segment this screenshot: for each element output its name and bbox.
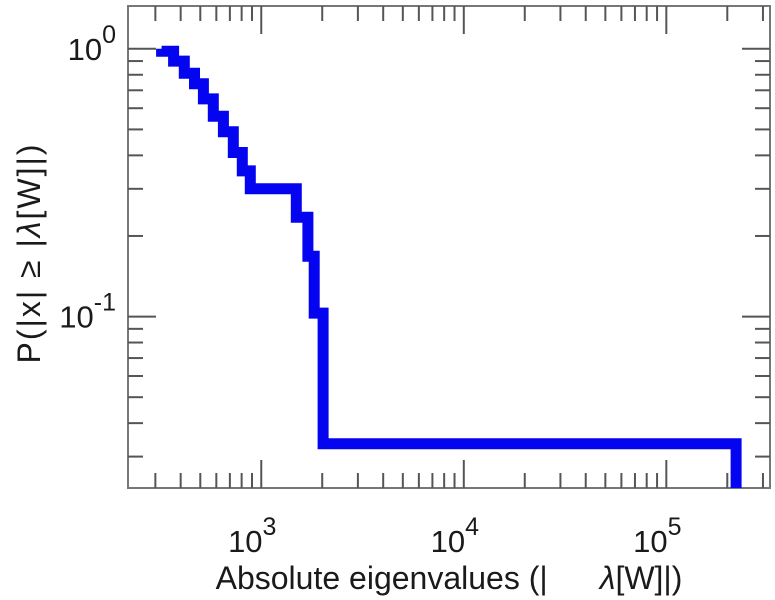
tick-exponent: -1 xyxy=(94,289,116,317)
tick-exponent: 5 xyxy=(668,513,682,541)
tick-base: 10 xyxy=(633,524,667,559)
lambda-symbol: λ xyxy=(11,219,47,239)
tick-exponent: 3 xyxy=(263,513,277,541)
x-axis-title: Absolute eigenvalues (| λ[W]|) xyxy=(216,560,683,596)
tick-exponent: 0 xyxy=(102,21,116,49)
y-axis-ticks xyxy=(128,47,770,458)
x-axis-title-suffix: [W]|) xyxy=(615,560,682,596)
x-axis-ticks xyxy=(154,6,764,488)
tick-base: 10 xyxy=(59,300,93,335)
lambda-symbol: λ xyxy=(598,560,616,596)
y-axis-title-text: P(|x| ≥ | xyxy=(11,237,47,363)
x-axis-title-text: Absolute eigenvalues (| xyxy=(216,560,548,596)
tick-base: 10 xyxy=(228,524,262,559)
tick-exponent: 4 xyxy=(465,513,479,541)
tick-base: 10 xyxy=(68,32,102,67)
y-axis-title-suffix: [W]|) xyxy=(11,143,47,220)
y-tick-label-10e0: 100 xyxy=(68,21,116,67)
y-tick-label-10e-1: 10-1 xyxy=(59,289,116,335)
x-tick-label-10e3: 103 xyxy=(228,513,276,559)
y-axis-title: P(|x| ≥ |λ[W]|) xyxy=(11,143,47,364)
plot-frame xyxy=(127,5,771,489)
tick-base: 10 xyxy=(431,524,465,559)
ccdf-step-curve xyxy=(156,45,742,488)
x-tick-label-10e5: 105 xyxy=(633,513,681,559)
x-tick-label-10e4: 104 xyxy=(431,513,479,559)
